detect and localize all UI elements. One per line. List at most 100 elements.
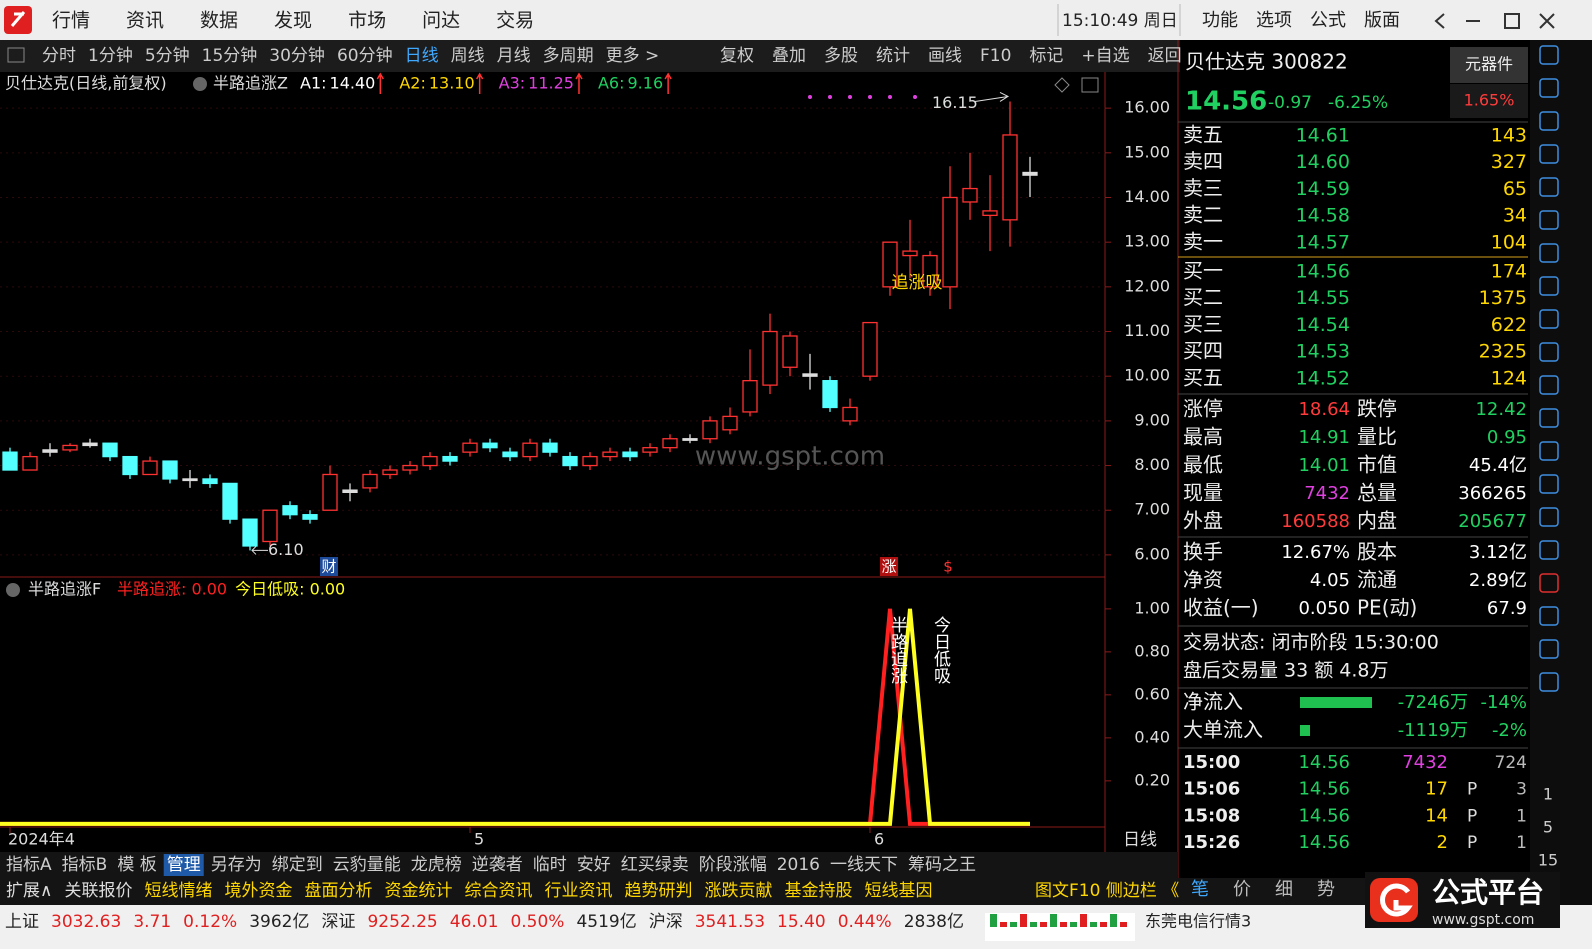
period-tab[interactable]: 日线 bbox=[405, 46, 439, 66]
bottom-tab[interactable]: 安好 bbox=[577, 855, 611, 875]
period-tab[interactable]: 月线 bbox=[497, 46, 531, 66]
sidebar-icon[interactable] bbox=[1539, 210, 1559, 230]
panel-tab[interactable]: 细 bbox=[1275, 879, 1293, 900]
sidebar-icon[interactable] bbox=[1539, 474, 1559, 494]
sidebar-icon[interactable] bbox=[1539, 144, 1559, 164]
tool-button[interactable]: 画线 bbox=[928, 46, 962, 66]
toolbar-toggle[interactable] bbox=[7, 47, 25, 63]
sidebar-icon[interactable] bbox=[1539, 111, 1559, 131]
menu-item[interactable]: 市场 bbox=[348, 10, 386, 32]
stat-label: 最低 bbox=[1183, 453, 1223, 477]
sidebar-icon[interactable] bbox=[1539, 78, 1559, 98]
bottom-tab[interactable]: 境外资金 bbox=[224, 881, 292, 901]
tool-button[interactable]: 统计 bbox=[876, 46, 910, 66]
menu-item[interactable]: 发现 bbox=[274, 10, 312, 32]
sidebar-icon[interactable] bbox=[1539, 672, 1559, 692]
bottom-tab[interactable]: 行业资讯 bbox=[544, 881, 612, 901]
event-marker[interactable]: 涨 bbox=[881, 558, 896, 576]
indicator-toggle[interactable] bbox=[6, 583, 20, 597]
period-tab[interactable]: 5分钟 bbox=[145, 46, 190, 66]
panel-tab[interactable]: 价 bbox=[1233, 879, 1251, 900]
bottom-tab[interactable]: 短线基因 bbox=[864, 881, 932, 901]
bottom-tab[interactable]: 涨跌贡献 bbox=[704, 881, 772, 901]
bottom-tab[interactable]: 基金持股 bbox=[784, 881, 852, 901]
tool-button[interactable]: 标记 bbox=[1029, 46, 1063, 66]
sidebar-icon[interactable] bbox=[1539, 276, 1559, 296]
sidebar-icon[interactable] bbox=[1539, 45, 1559, 65]
bottom-tab[interactable]: 短线情绪 bbox=[144, 881, 212, 901]
bottom-tab[interactable]: 云豹量能 bbox=[333, 855, 401, 875]
bottom-tab[interactable]: 模 板 bbox=[117, 855, 156, 875]
menu-item[interactable]: 选项 bbox=[1256, 10, 1292, 31]
panel-tab[interactable]: 势 bbox=[1317, 879, 1335, 900]
period-tab[interactable]: 多周期 bbox=[543, 46, 594, 66]
sidebar-icon[interactable] bbox=[1539, 342, 1559, 362]
stat-label: 净资 bbox=[1183, 568, 1223, 592]
menu-item[interactable]: 功能 bbox=[1202, 10, 1238, 31]
sidebar-icon[interactable] bbox=[1539, 507, 1559, 527]
period-tab[interactable]: 周线 bbox=[451, 46, 485, 66]
bottom-tab[interactable]: 盘面分析 bbox=[304, 881, 372, 901]
menu-item[interactable]: 资讯 bbox=[126, 10, 164, 32]
bottom-tab[interactable]: 趋势研判 bbox=[624, 881, 692, 901]
bottom-tab[interactable]: 筹码之王 bbox=[908, 855, 976, 875]
back-button[interactable] bbox=[1434, 13, 1445, 29]
menu-item[interactable]: 交易 bbox=[496, 10, 534, 32]
close-button[interactable] bbox=[1539, 13, 1555, 29]
bottom-tab[interactable]: 红买绿卖 bbox=[621, 855, 689, 875]
sidebar-icon[interactable] bbox=[1539, 540, 1559, 560]
menu-item[interactable]: 公式 bbox=[1310, 10, 1346, 31]
tool-button[interactable]: 多股 bbox=[824, 46, 858, 66]
sidebar-icon[interactable] bbox=[1539, 573, 1559, 593]
period-tab[interactable]: 分时 bbox=[42, 46, 76, 66]
maximize-button[interactable] bbox=[1504, 13, 1520, 29]
bottom-tab[interactable]: 指标A bbox=[6, 855, 52, 875]
bottom-tab[interactable]: 绑定到 bbox=[272, 855, 323, 875]
bottom-tab[interactable]: 管理 bbox=[167, 855, 201, 875]
sidebar-icon[interactable] bbox=[1539, 309, 1559, 329]
period-tab[interactable]: 15分钟 bbox=[202, 46, 258, 66]
tool-button[interactable]: +自选 bbox=[1081, 46, 1129, 66]
bottom-tab[interactable]: 综合资讯 bbox=[464, 881, 532, 901]
tool-button[interactable]: 返回 bbox=[1148, 46, 1182, 66]
period-tab[interactable]: 30分钟 bbox=[269, 46, 325, 66]
bottom-tab[interactable]: 一线天下 bbox=[830, 855, 898, 875]
bottom-tab[interactable]: 阶段涨幅 bbox=[699, 855, 767, 875]
sidebar-icon[interactable] bbox=[1539, 441, 1559, 461]
bottom-tab[interactable]: 临时 bbox=[533, 855, 567, 875]
bottom-tab[interactable]: 指标B bbox=[62, 855, 108, 875]
tool-button[interactable]: F10 bbox=[980, 46, 1011, 66]
event-marker[interactable]: 财 bbox=[321, 558, 336, 576]
bottom-tab[interactable]: 扩展∧ bbox=[6, 881, 52, 901]
sidebar-icon[interactable] bbox=[1539, 177, 1559, 197]
bottom-tab[interactable]: 2016 bbox=[777, 855, 820, 875]
chart-icons[interactable] bbox=[1054, 77, 1099, 93]
bottom-tab[interactable]: 资金统计 bbox=[384, 881, 452, 901]
period-tab[interactable]: 60分钟 bbox=[337, 46, 393, 66]
bottom-tab[interactable]: 另存为 bbox=[211, 855, 262, 875]
tool-button[interactable]: 叠加 bbox=[772, 46, 806, 66]
tool-button[interactable]: 复权 bbox=[720, 46, 754, 66]
event-marker[interactable]: $ bbox=[943, 558, 953, 576]
bottom-tab[interactable]: 关联报价 bbox=[64, 881, 132, 901]
side-number[interactable]: 1 bbox=[1543, 785, 1553, 804]
period-tab[interactable]: 更多 > bbox=[606, 46, 660, 66]
side-number[interactable]: 15 bbox=[1538, 851, 1558, 870]
side-number[interactable]: 5 bbox=[1543, 818, 1553, 837]
menu-item[interactable]: 问达 bbox=[422, 10, 460, 32]
sidebar-icon[interactable] bbox=[1539, 408, 1559, 428]
sidebar-icon[interactable] bbox=[1539, 375, 1559, 395]
menu-item[interactable]: 版面 bbox=[1364, 10, 1400, 31]
sidebar-icon[interactable] bbox=[1539, 606, 1559, 626]
sidebar-icon[interactable] bbox=[1539, 639, 1559, 659]
bottom-tab[interactable]: 龙虎榜 bbox=[411, 855, 462, 875]
sidebar-icon[interactable] bbox=[1539, 243, 1559, 263]
indicator-toggle[interactable] bbox=[193, 77, 207, 91]
menu-item[interactable]: 数据 bbox=[200, 10, 238, 32]
panel-tab[interactable]: 笔 bbox=[1191, 879, 1209, 900]
side-link[interactable]: 图文F10 侧边栏 《 bbox=[1035, 881, 1179, 901]
bottom-tab[interactable]: 逆袭者 bbox=[472, 855, 523, 875]
period-tab[interactable]: 1分钟 bbox=[88, 46, 133, 66]
menu-item[interactable]: 行情 bbox=[52, 10, 90, 32]
index-change: 15.40 bbox=[777, 912, 826, 932]
